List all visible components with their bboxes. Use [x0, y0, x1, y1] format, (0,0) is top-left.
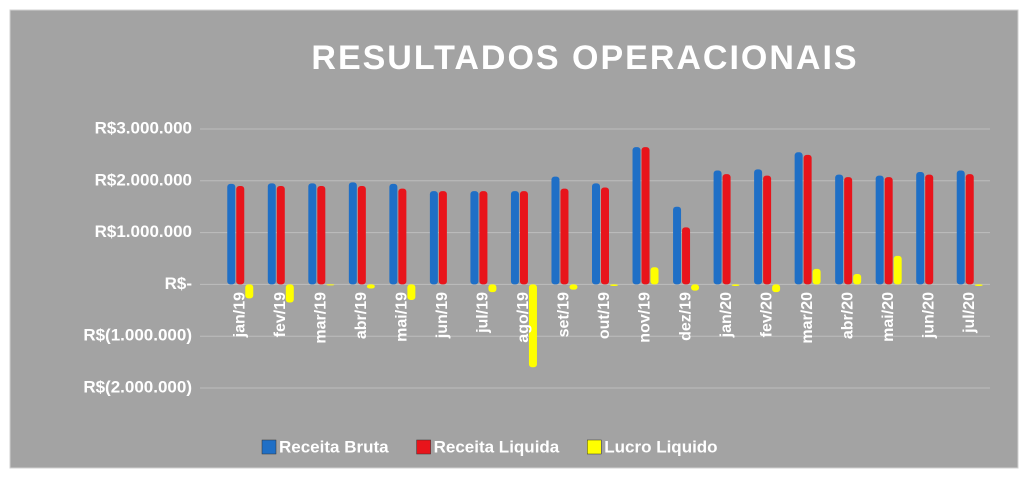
bar [429, 191, 438, 285]
x-tick-label: fev/20 [758, 292, 775, 337]
bar [326, 284, 335, 286]
x-tick-label: nov/19 [637, 292, 654, 343]
legend-label: Lucro Liquido [604, 437, 717, 456]
bar [925, 174, 934, 285]
bar [479, 191, 488, 285]
bar [610, 284, 618, 286]
bar [317, 185, 326, 285]
bar [853, 274, 862, 285]
bar [754, 169, 763, 285]
bar [528, 284, 537, 368]
legend-swatch [416, 439, 431, 455]
y-tick-label: R$3.000.000 [95, 118, 192, 137]
bar [227, 183, 236, 285]
bar [438, 191, 447, 285]
x-tick-label: fev/19 [272, 292, 289, 337]
x-tick-label: mai/19 [394, 292, 411, 342]
legend-label: Receita Liquida [434, 437, 560, 456]
x-tick-label: jan/20 [718, 292, 735, 338]
bar [812, 268, 821, 285]
y-tick-label: R$- [165, 274, 192, 293]
bar [844, 177, 853, 285]
bar [772, 284, 781, 293]
bar [731, 284, 740, 286]
bar [884, 177, 893, 285]
bar [348, 182, 357, 285]
x-tick-label: abr/19 [353, 292, 370, 339]
bar [650, 267, 659, 285]
bar [965, 174, 974, 285]
bar [389, 183, 398, 285]
bar [551, 176, 560, 285]
bar [569, 284, 578, 290]
chart-title: RESULTADOS OPERACIONAIS [311, 39, 858, 77]
y-tick-label: R$(1.000.000) [83, 326, 192, 345]
bar [916, 171, 925, 285]
y-tick-label: R$2.000.000 [95, 170, 192, 189]
bar [407, 284, 416, 300]
x-tick-label: jan/19 [231, 292, 248, 338]
bar [592, 183, 600, 285]
bar [236, 185, 245, 285]
x-tick-label: mai/20 [880, 292, 897, 342]
x-tick-label: set/19 [556, 292, 573, 337]
bar [682, 227, 691, 285]
bar [245, 284, 254, 299]
bar [673, 206, 682, 285]
bar [713, 170, 722, 285]
bar [974, 284, 983, 286]
x-tick-label: mar/19 [313, 292, 330, 344]
bar [308, 183, 317, 285]
x-tick-label: dez/19 [677, 292, 694, 341]
x-tick-label: mar/20 [799, 292, 816, 344]
x-tick-label: jun/20 [920, 292, 937, 339]
bar [519, 191, 528, 285]
bar [560, 188, 569, 285]
bar [835, 174, 844, 285]
y-tick-label: R$1.000.000 [95, 222, 192, 241]
bar [276, 185, 285, 285]
legend-swatch [261, 439, 277, 455]
bar [357, 185, 366, 285]
bar [398, 188, 407, 285]
x-tick-label: jun/19 [434, 292, 451, 339]
legend-swatch [587, 439, 602, 455]
bar [366, 284, 375, 289]
bar [641, 147, 650, 285]
bar [893, 255, 902, 285]
x-tick-label: jul/19 [475, 292, 492, 334]
bar [803, 154, 812, 285]
bar [722, 174, 731, 285]
bar [763, 175, 772, 285]
bar [488, 284, 497, 293]
bar [470, 191, 479, 285]
bar [632, 147, 641, 285]
bar [956, 170, 965, 285]
x-tick-label: abr/20 [839, 292, 856, 339]
bar [601, 187, 609, 285]
x-tick-label: ago/19 [515, 292, 532, 343]
legend-label: Receita Bruta [279, 437, 389, 456]
bar [285, 284, 294, 303]
bar [691, 284, 700, 291]
bar [267, 183, 276, 285]
bar [510, 191, 519, 285]
x-tick-label: out/19 [596, 292, 613, 339]
x-tick-label: jul/20 [961, 292, 978, 334]
bar [794, 152, 803, 285]
y-tick-label: R$(2.000.000) [83, 377, 192, 396]
bar [875, 175, 884, 285]
